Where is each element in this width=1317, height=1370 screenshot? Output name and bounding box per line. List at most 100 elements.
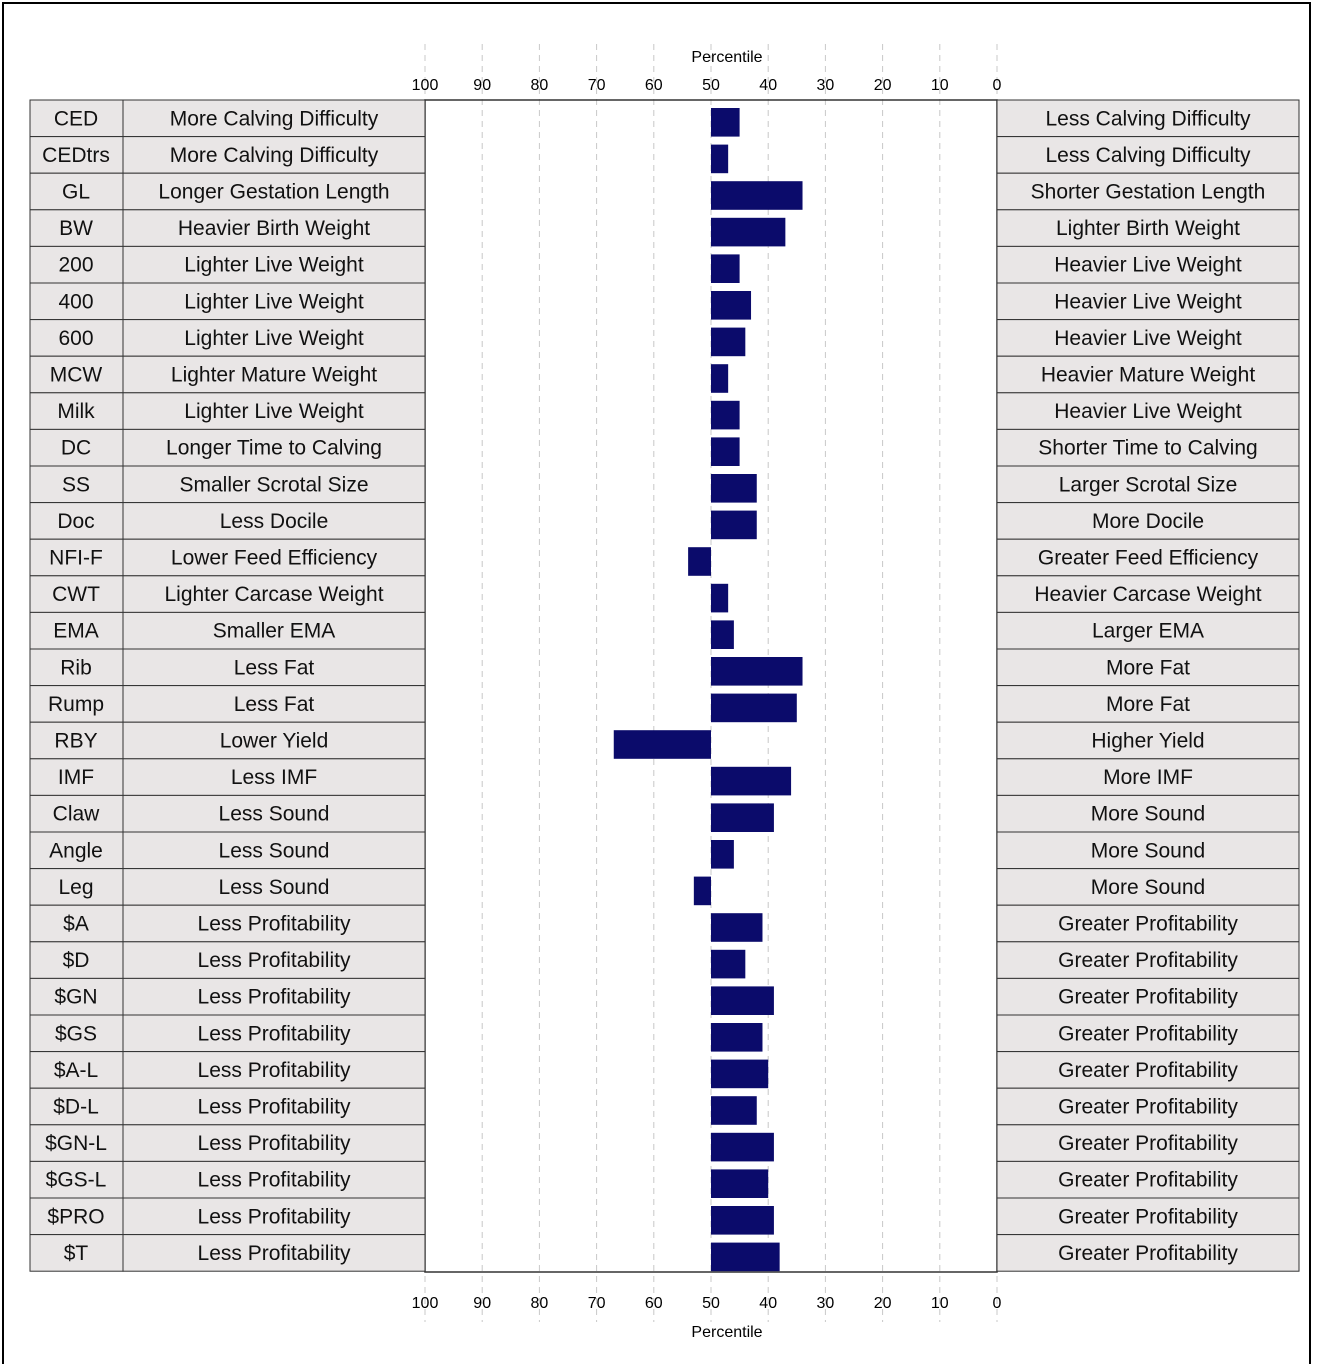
low-label-cell [122, 209, 426, 247]
bar-Claw [711, 803, 774, 832]
trait-label: $GN [54, 986, 97, 1009]
trait-label: NFI-F [49, 547, 103, 570]
trait-label: CWT [52, 583, 100, 606]
x-tick-label: 0 [993, 1295, 1002, 1312]
high-label-cell [996, 831, 1300, 870]
bar-DC [711, 437, 740, 466]
bar-$D [711, 949, 746, 979]
high-label-cell [996, 136, 1300, 174]
low-label-cell [122, 1087, 426, 1126]
x-tick-label: 30 [817, 77, 835, 94]
low-direction-label: Lower Yield [220, 730, 329, 753]
bar-200 [711, 254, 740, 283]
high-direction-label: Heavier Live Weight [1054, 327, 1242, 350]
low-direction-label: Lighter Live Weight [184, 254, 364, 277]
trait-label: Rib [60, 656, 92, 679]
trait-label: BW [59, 217, 93, 240]
low-label-cell [122, 941, 426, 979]
trait-cell [29, 172, 124, 211]
bar-MCW [711, 364, 729, 393]
high-label-cell [996, 1197, 1300, 1236]
bar-Milk [711, 400, 740, 430]
high-label-cell [996, 99, 1300, 138]
x-axis-title-top: Percentile [691, 49, 762, 66]
trait-cell [29, 831, 124, 870]
trait-label: 200 [58, 254, 93, 277]
low-label-cell [122, 136, 426, 174]
x-tick-label: 100 [412, 1295, 439, 1312]
bar-$D-L [711, 1096, 757, 1125]
high-label-cell [996, 575, 1300, 613]
high-label-cell [996, 1124, 1300, 1162]
low-direction-label: Longer Time to Calving [166, 437, 382, 460]
high-direction-label: Greater Profitability [1058, 1096, 1238, 1119]
high-label-cell [996, 685, 1300, 723]
bar-CED [711, 108, 740, 137]
low-label-cell [122, 465, 426, 504]
x-axis-ticks-bottom: 100 90 80 70 60 50 40 30 20 10 0 [412, 1295, 1002, 1312]
high-label-cell [996, 392, 1300, 430]
trait-label: Angle [49, 839, 103, 862]
high-direction-label: More Sound [1091, 803, 1205, 826]
high-label-cell [996, 977, 1300, 1016]
x-axis-title-bottom: Percentile [691, 1324, 762, 1341]
bar-GL [711, 181, 803, 210]
high-label-cell [996, 465, 1300, 504]
trait-table: CED More Calving Difficulty Less Calving D… [29, 99, 1300, 1272]
low-label-cell [122, 977, 426, 1016]
low-direction-label: Smaller EMA [213, 620, 336, 643]
low-direction-label: Lighter Live Weight [184, 327, 364, 350]
x-tick-label: 70 [588, 77, 606, 94]
x-tick-label: 40 [759, 1295, 777, 1312]
low-label-cell [122, 502, 426, 540]
bar-600 [711, 327, 746, 357]
trait-label: $GS-L [46, 1169, 107, 1192]
bar-$GS [711, 1023, 763, 1052]
high-label-cell [996, 721, 1300, 760]
high-label-cell [996, 758, 1300, 796]
trait-cell [29, 136, 124, 174]
trait-label: CEDtrs [42, 144, 110, 167]
low-label-cell [122, 831, 426, 870]
trait-label: Doc [57, 510, 94, 533]
trait-label: 600 [58, 327, 93, 350]
high-direction-label: Greater Profitability [1058, 949, 1238, 972]
low-direction-label: Less IMF [231, 766, 317, 789]
high-direction-label: Greater Profitability [1058, 986, 1238, 1009]
low-label-cell [122, 575, 426, 613]
bar-IMF [711, 766, 792, 796]
trait-cell [29, 1234, 124, 1272]
low-label-cell [122, 611, 426, 650]
trait-label: $T [64, 1242, 89, 1265]
trait-cell [29, 245, 124, 284]
bar-$A-L [711, 1059, 769, 1089]
bar-$A [711, 913, 763, 942]
low-direction-label: Less Profitability [198, 1169, 351, 1192]
bar-$PRO [711, 1206, 774, 1235]
high-direction-label: Heavier Live Weight [1054, 254, 1242, 277]
low-direction-label: Less Fat [234, 656, 315, 679]
high-direction-label: Greater Profitability [1058, 1059, 1238, 1082]
low-direction-label: Less Sound [219, 876, 330, 899]
bar-Leg [693, 876, 711, 906]
high-label-cell [996, 538, 1300, 577]
trait-cell [29, 1051, 124, 1089]
trait-label: Leg [58, 876, 93, 899]
high-direction-label: Greater Profitability [1058, 1169, 1238, 1192]
low-direction-label: Less Docile [220, 510, 329, 533]
high-direction-label: Greater Feed Efficiency [1038, 547, 1259, 570]
low-label-cell [122, 355, 426, 394]
low-direction-label: More Calving Difficulty [170, 144, 379, 167]
high-label-cell [996, 172, 1300, 211]
x-tick-label: 60 [645, 1295, 663, 1312]
x-tick-label: 20 [874, 1295, 892, 1312]
high-direction-label: Shorter Gestation Length [1031, 181, 1266, 204]
bar-NFI-F [688, 547, 711, 576]
bars [613, 108, 803, 1272]
high-label-cell [996, 502, 1300, 540]
low-label-cell [122, 1197, 426, 1236]
low-direction-label: Lighter Live Weight [184, 400, 364, 423]
trait-label: $A [63, 913, 89, 936]
high-direction-label: Less Calving Difficulty [1045, 144, 1251, 167]
